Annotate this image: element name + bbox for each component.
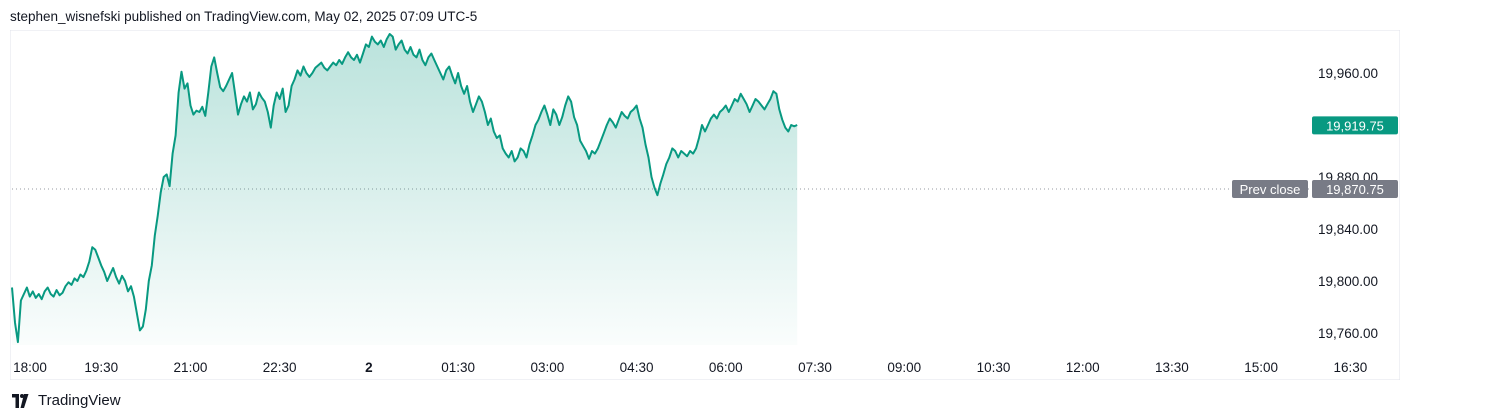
- x-tick-label: 18:00: [13, 360, 47, 375]
- y-tick-label: 19,840.00: [1318, 222, 1378, 237]
- publisher-header: stephen_wisnefski published on TradingVi…: [10, 9, 478, 24]
- y-axis: 19,760.0019,800.0019,840.0019,880.0019,9…: [1318, 66, 1378, 341]
- x-tick-label: 15:00: [1244, 360, 1278, 375]
- chart-svg: 18:00 19:30 21:00 22:30 2 01:30 03:00 04:30 06:0…: [9, 29, 1401, 381]
- prev-close-price-label: 19,870.75: [1326, 182, 1384, 197]
- x-tick-label: 03:00: [530, 360, 564, 375]
- prev-close-tag-label: Prev close: [1240, 182, 1301, 197]
- x-tick-label: 22:30: [263, 360, 297, 375]
- price-chart[interactable]: 18:00 19:30 21:00 22:30 2 01:30 03:00 04:30 06:0…: [9, 29, 1401, 381]
- x-tick-label: 01:30: [441, 360, 475, 375]
- prev-close-tag: Prev close: [1232, 180, 1308, 199]
- prev-close-price-badge: 19,870.75: [1312, 180, 1398, 199]
- y-tick-label: 19,760.00: [1318, 326, 1378, 341]
- x-tick-label: 12:00: [1066, 360, 1100, 375]
- x-tick-label: 09:00: [887, 360, 921, 375]
- x-axis: 18:00 19:30 21:00 22:30 2 01:30 03:00 04:30 06:0…: [13, 360, 1367, 375]
- tradingview-logo-icon: [12, 393, 29, 408]
- x-tick-label: 04:30: [620, 360, 654, 375]
- footer-brand: TradingView: [10, 392, 121, 409]
- x-tick-label: 07:30: [798, 360, 832, 375]
- price-line: [11, 33, 798, 344]
- price-area-fill: [12, 34, 798, 345]
- last-price-label: 19,919.75: [1326, 118, 1384, 133]
- x-tick-label: 21:00: [174, 360, 208, 375]
- x-tick-label: 06:00: [709, 360, 743, 375]
- x-tick-label: 13:30: [1155, 360, 1189, 375]
- footer-brand-label: TradingView: [38, 392, 121, 409]
- y-tick-label: 19,960.00: [1318, 66, 1378, 81]
- x-tick-label: 10:30: [977, 360, 1011, 375]
- x-tick-label: 16:30: [1333, 360, 1367, 375]
- y-tick-label: 19,800.00: [1318, 274, 1378, 289]
- x-tick-label: 19:30: [84, 360, 118, 375]
- x-tick-label: 2: [365, 360, 373, 375]
- last-price-badge: 19,919.75: [1312, 116, 1398, 135]
